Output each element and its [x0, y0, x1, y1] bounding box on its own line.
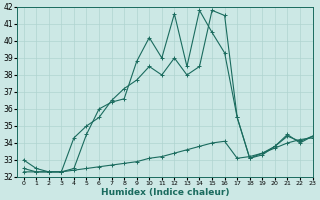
X-axis label: Humidex (Indice chaleur): Humidex (Indice chaleur) [101, 188, 229, 197]
